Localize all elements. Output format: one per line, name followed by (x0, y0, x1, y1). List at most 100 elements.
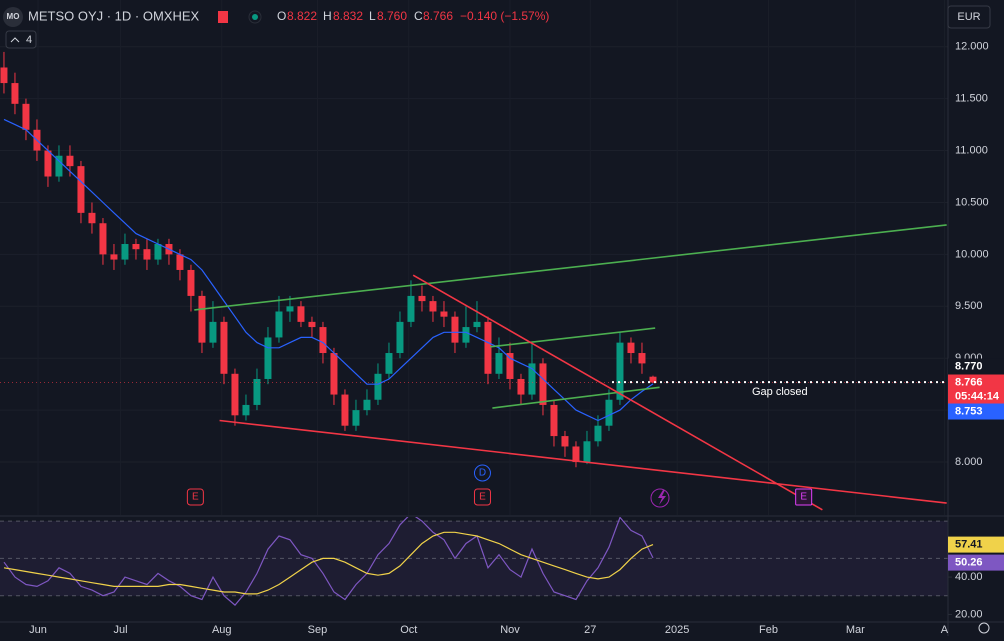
x-tick-label: Jul (114, 624, 128, 636)
ohlc-value: 8.760 (377, 9, 407, 23)
ohlc-value: 8.766 (423, 9, 453, 23)
candle-body (110, 254, 118, 260)
candle-body (275, 311, 283, 338)
candle-body (649, 376, 657, 383)
candle-body (220, 321, 228, 374)
x-tick-label: Mar (846, 624, 865, 636)
y-tick-label: 10.500 (955, 196, 989, 208)
x-tick-label: Nov (500, 624, 520, 636)
lightning-icon[interactable] (658, 490, 666, 505)
trend-line (492, 386, 660, 409)
ohlc-value: 8.822 (287, 9, 317, 23)
candle-body (627, 342, 635, 354)
logo-text: MO (7, 12, 20, 21)
candle-body (286, 306, 294, 312)
candle-body (429, 301, 437, 312)
candle-body (385, 353, 393, 374)
trend-line (194, 224, 947, 311)
candle-body (308, 321, 316, 328)
rsi-ma-line (3, 531, 654, 595)
trend-line (412, 274, 823, 511)
candle-body (462, 327, 470, 343)
candle-body (407, 295, 415, 322)
candle-body (374, 373, 382, 400)
candle-body (176, 254, 184, 270)
candle-body (495, 353, 503, 374)
event-marker[interactable] (650, 488, 670, 508)
y-tick-label: 11.500 (955, 93, 988, 105)
candle-body (616, 342, 624, 400)
currency-button[interactable] (947, 5, 991, 29)
annotation: Gap closed (752, 386, 808, 398)
y-tick-label: 12.000 (955, 41, 989, 53)
x-tick-label: Jun (29, 624, 47, 636)
candle-body (539, 363, 547, 405)
x-tick-label: Aug (212, 624, 232, 636)
y-tick-label: 8.000 (955, 456, 983, 468)
candle-body (55, 155, 63, 177)
candle-body (638, 353, 646, 364)
earnings-marker[interactable] (186, 488, 204, 506)
ma-badge (948, 403, 1004, 420)
ohlc-label: C (414, 9, 423, 23)
candle-body (506, 353, 514, 379)
event-label: D (479, 468, 486, 479)
countdown-badge (948, 388, 1004, 405)
x-tick-label: 2025 (665, 624, 689, 636)
rsi-ma-badge (948, 536, 1004, 553)
candle-body (605, 399, 613, 426)
ma-badge-text: 8.753 (955, 405, 983, 417)
candle-body (242, 404, 250, 416)
candle-body (187, 269, 195, 296)
candle-body (484, 321, 492, 374)
x-tick-label: Sep (308, 624, 328, 636)
candle-body (352, 410, 360, 426)
marker-badge (948, 358, 1004, 375)
rsi-pane (0, 517, 948, 606)
earnings-marker[interactable] (473, 488, 491, 506)
countdown-badge-text: 05:44:14 (955, 390, 1000, 402)
x-tick-label: Feb (759, 624, 778, 636)
candle-body (132, 244, 140, 250)
symbol[interactable]: METSO OYJ · 1D · OMXHEX (28, 8, 200, 23)
candle-body (44, 150, 52, 177)
candle-body (561, 436, 569, 447)
candle-body (418, 295, 426, 302)
rsi-ma-badge-text: 57.41 (955, 539, 983, 551)
candle-body (594, 425, 602, 442)
ohlc-value: 8.832 (333, 9, 363, 23)
trend-line (490, 327, 656, 348)
rsi-badge-text: 50.26 (955, 557, 983, 569)
candle-body (583, 441, 591, 463)
candle-body (66, 155, 74, 167)
candle-body (143, 249, 151, 260)
y-tick-label: 10.000 (955, 248, 989, 260)
trend-line (219, 419, 947, 504)
flag-icon[interactable] (218, 11, 228, 23)
rsi-tick-label: 40.00 (955, 571, 983, 583)
candle-body (209, 321, 217, 343)
earnings-marker[interactable] (795, 488, 813, 506)
candle-body (550, 404, 558, 437)
candle-body (198, 295, 206, 343)
candle-body (528, 363, 536, 395)
rsi-badge (948, 554, 1004, 571)
moving-average (3, 118, 654, 422)
currency: EUR (957, 11, 980, 23)
candle-body (330, 353, 338, 395)
indicator-toggle[interactable] (5, 30, 37, 49)
indicator-count: 4 (26, 34, 32, 46)
candle-body (297, 306, 305, 322)
candle-body (253, 378, 261, 405)
y-tick-label: 9.500 (955, 300, 983, 312)
x-tick-label: Oct (400, 624, 417, 636)
dividend-marker[interactable] (473, 464, 491, 482)
x-tick-label: A (941, 624, 949, 636)
logo (3, 7, 23, 27)
candle-body (22, 103, 30, 130)
event-label: E (800, 492, 807, 503)
candle-body (451, 316, 459, 343)
settings-icon[interactable] (978, 622, 990, 634)
price-badge-text: 8.766 (955, 376, 983, 388)
